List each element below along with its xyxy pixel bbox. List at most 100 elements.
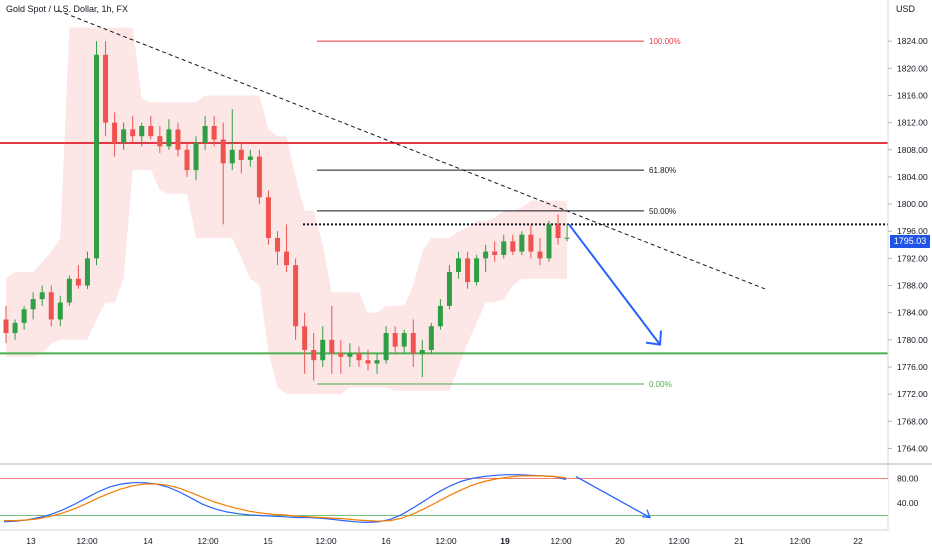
- time-tick-label: 14: [143, 536, 153, 546]
- candle-body: [365, 360, 371, 364]
- candle-body: [401, 333, 407, 347]
- candle-body: [84, 258, 90, 286]
- candle-body: [211, 126, 217, 140]
- time-tick-label: 12:00: [197, 536, 219, 546]
- price-tick-label: 1796.00: [897, 226, 928, 236]
- candle-body: [356, 353, 362, 361]
- price-tick-label: 1824.00: [897, 36, 928, 46]
- chart-title: Gold Spot / U.S. Dollar, 1h, FX: [6, 4, 129, 14]
- price-tick-label: 1772.00: [897, 389, 928, 399]
- candle-body: [48, 292, 54, 320]
- candle-body: [392, 333, 398, 347]
- candle-body: [265, 197, 271, 238]
- stoch-tick-label: 40.00: [897, 498, 919, 508]
- time-tick-label: 12:00: [76, 536, 98, 546]
- candle-body: [130, 129, 136, 137]
- price-tick-label: 1804.00: [897, 172, 928, 182]
- candle-body: [302, 326, 308, 350]
- candle-body: [275, 238, 280, 252]
- candle-body: [247, 156, 253, 160]
- time-tick-label: 12:00: [668, 536, 690, 546]
- candle-body: [293, 265, 299, 327]
- price-tick-label: 1816.00: [897, 90, 928, 100]
- candle-body: [410, 333, 416, 354]
- candlestick-series: [3, 41, 570, 381]
- candle-body: [57, 302, 63, 320]
- drawings[interactable]: [57, 10, 766, 346]
- candle-body: [148, 126, 154, 137]
- candle-body: [12, 322, 18, 334]
- candle-body: [492, 251, 498, 255]
- horizontal-levels[interactable]: [0, 141, 888, 355]
- candle-body: [157, 136, 163, 147]
- candle-body: [564, 237, 570, 239]
- time-tick-label: 12:00: [315, 536, 337, 546]
- candle-body: [66, 278, 72, 303]
- candle-body: [284, 251, 290, 266]
- fib-retracement[interactable]: 100.00% 61.80% 50.00% 0.00%: [317, 37, 681, 389]
- price-tick-label: 1784.00: [897, 308, 928, 318]
- fib-label: 100.00%: [649, 37, 681, 46]
- candle-body: [528, 234, 534, 252]
- time-tick-label: 19: [500, 536, 510, 546]
- candle-body: [175, 129, 181, 150]
- candle-body: [537, 251, 543, 259]
- candle-body: [256, 156, 262, 198]
- candle-body: [329, 339, 335, 354]
- time-tick-label: 21: [734, 536, 744, 546]
- candle-body: [121, 129, 127, 143]
- fib-label: 50.00%: [649, 207, 676, 216]
- candle-body: [202, 126, 208, 143]
- candle-body: [428, 326, 434, 350]
- stoch-k-line: [3, 474, 567, 524]
- time-tick-label: 12:00: [550, 536, 572, 546]
- trendline[interactable]: [57, 10, 766, 290]
- volatility-band: [6, 27, 568, 395]
- candle-body: [374, 360, 380, 364]
- price-tick-label: 1800.00: [897, 199, 928, 209]
- projection-arrow[interactable]: [568, 223, 661, 346]
- candle-body: [474, 258, 480, 283]
- time-tick-label: 12:00: [435, 536, 457, 546]
- price-tick-label: 1768.00: [897, 416, 928, 426]
- time-tick-label: 22: [853, 536, 863, 546]
- fib-label: 0.00%: [649, 380, 672, 389]
- stoch-projection-arrowhead: [641, 509, 651, 519]
- candle-body: [139, 126, 145, 137]
- candle-body: [546, 224, 552, 259]
- last-price-tag: 1795.03: [890, 235, 930, 248]
- fib-label: 61.80%: [649, 166, 676, 175]
- stoch-d-line: [4, 475, 567, 522]
- candle-body: [238, 149, 244, 160]
- candle-body: [456, 258, 461, 272]
- stoch-tick-label: 80.00: [897, 473, 919, 483]
- price-tick-label: 1776.00: [897, 362, 928, 372]
- candle-body: [437, 305, 443, 327]
- candle-body: [94, 54, 99, 259]
- time-tick-label: 13: [26, 536, 36, 546]
- candle-body: [483, 251, 489, 259]
- time-tick-label: 12:00: [789, 536, 811, 546]
- band-area: [6, 27, 568, 395]
- candle-body: [311, 350, 317, 361]
- candle-body: [510, 241, 516, 252]
- projection-arrowhead: [645, 330, 662, 346]
- candle-body: [383, 333, 389, 361]
- price-tick-label: 1788.00: [897, 281, 928, 291]
- candle-body: [184, 149, 190, 171]
- candle-body: [419, 350, 425, 354]
- price-tick-label: 1792.00: [897, 253, 928, 263]
- candle-body: [347, 353, 353, 357]
- price-axis[interactable]: 1764.00 1768.00 1772.00 1776.00 1780.00 1784.…: [887, 0, 928, 530]
- stoch-band-bg: [0, 478, 888, 516]
- candle-body: [229, 149, 235, 164]
- stochastic-pane: 80.00 40.00: [0, 463, 932, 524]
- candle-body: [3, 319, 9, 334]
- candle-body: [555, 224, 561, 238]
- candle-body: [446, 271, 452, 306]
- time-axis[interactable]: 13 12:00 14 12:00 15 12:00 16 12:00 19 12:00 20 12:…: [0, 529, 888, 546]
- candle-body: [166, 129, 172, 147]
- candle-body: [501, 241, 507, 255]
- candle-body: [338, 353, 344, 357]
